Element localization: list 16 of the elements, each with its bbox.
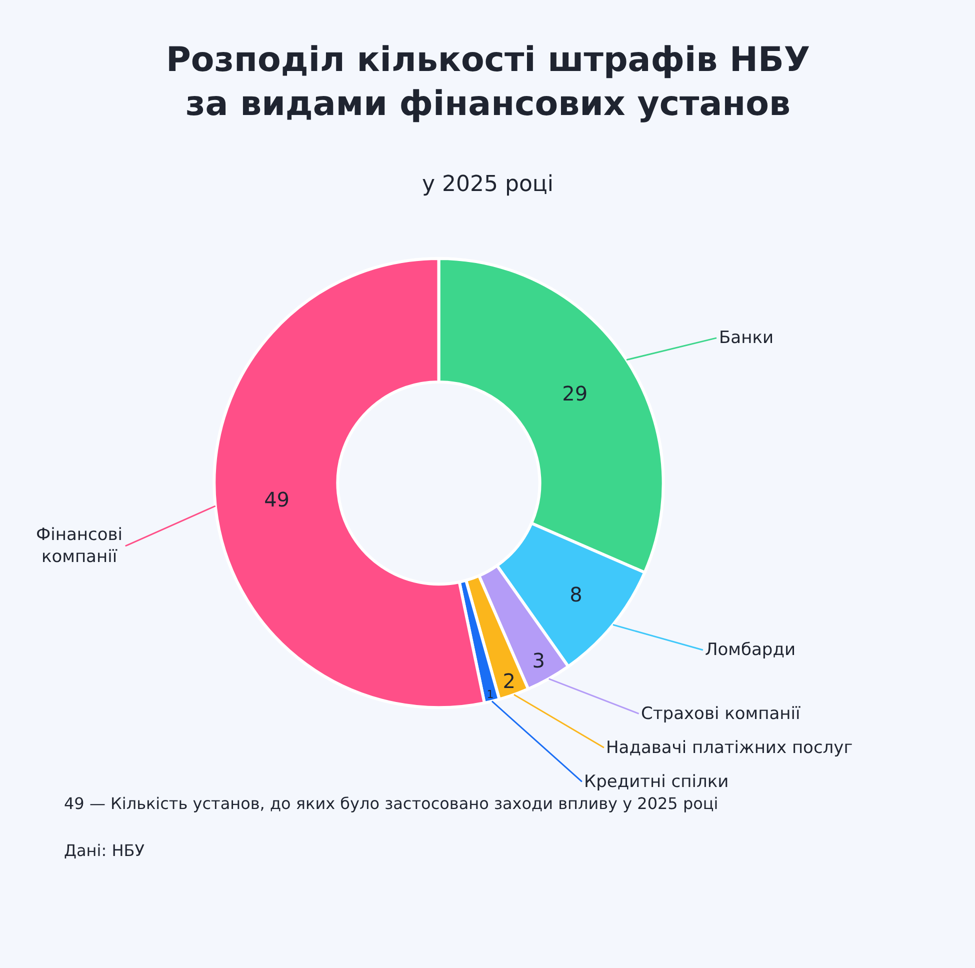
data-label: 3 <box>532 648 545 673</box>
slice-label: Страхові компанії <box>641 704 800 724</box>
slice-label: Кредитні спілки <box>584 772 729 792</box>
data-label: 29 <box>562 382 588 406</box>
text: Дані: НБУ <box>64 841 145 860</box>
data-label: 2 <box>502 669 516 694</box>
slice-label: Надавачі платіжних послуг <box>606 738 853 758</box>
text: 49 — Кількість установ, до яких було застосовано заходи впливу у 2025 році <box>64 794 718 813</box>
data-label: 1 <box>486 688 494 701</box>
slice-label: Банки <box>719 328 774 348</box>
data-label: 8 <box>570 582 582 607</box>
data-label: 49 <box>264 488 290 512</box>
chart-title: Розподіл кількості штрафів НБУ за видами фінансових установ <box>166 40 810 124</box>
slice-label: Ломбарди <box>705 640 796 660</box>
slice-label: Фінансові компанії <box>36 525 122 568</box>
chart-subtitle: у 2025 році <box>422 172 554 197</box>
